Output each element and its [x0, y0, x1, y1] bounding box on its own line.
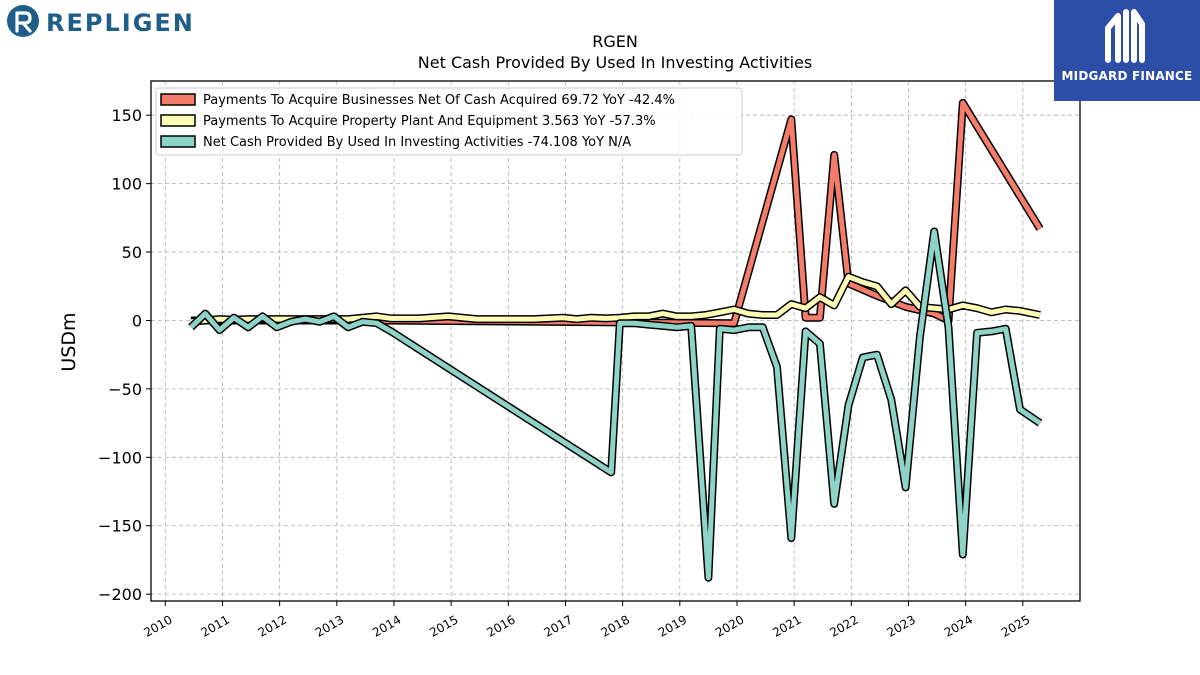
- x-tick-label: 2011: [199, 612, 232, 639]
- y-axis-label: USDm: [58, 312, 80, 371]
- x-tick-label: 2012: [256, 612, 289, 639]
- chart-title: RGEN: [592, 32, 638, 51]
- chart-subtitle: Net Cash Provided By Used In Investing A…: [418, 53, 812, 72]
- legend: Payments To Acquire Businesses Net Of Ca…: [155, 87, 743, 156]
- x-tick-label: 2021: [770, 612, 803, 639]
- x-tick-label: 2023: [885, 612, 918, 639]
- legend-label-ppe: Payments To Acquire Property Plant And E…: [203, 114, 656, 129]
- x-tick-label: 2025: [999, 612, 1032, 639]
- x-tick-label: 2017: [542, 612, 575, 639]
- x-tick-label: 2014: [370, 612, 403, 639]
- series-lines: [188, 98, 1044, 582]
- y-tick-label: 0: [132, 311, 142, 330]
- x-tick-label: 2022: [827, 612, 860, 639]
- y-tick-label: 150: [111, 106, 142, 125]
- y-tick-label: −200: [98, 585, 142, 604]
- y-tick-label: −100: [98, 448, 142, 467]
- legend-label-net: Net Cash Provided By Used In Investing A…: [203, 135, 631, 150]
- x-tick-label: 2018: [599, 612, 632, 639]
- legend-swatch-net: [160, 135, 196, 148]
- midgard-finance-logo: MIDGARD FINANCE: [1054, 0, 1200, 101]
- x-tick-label: 2020: [713, 612, 746, 639]
- legend-swatch-ppe: [160, 114, 196, 127]
- repligen-logo-text: REPLIGEN: [46, 9, 195, 37]
- x-tick-label: 2010: [141, 612, 174, 639]
- y-tick-label: 50: [122, 243, 142, 262]
- x-tick-label: 2024: [942, 612, 975, 639]
- legend-swatch-businesses: [160, 93, 196, 106]
- midgard-logo-text: MIDGARD FINANCE: [1061, 69, 1193, 83]
- x-tick-label: 2013: [313, 612, 346, 639]
- midgard-mark-icon: [1105, 9, 1145, 63]
- y-axis-ticks: 150 100 50 0 −50 −100 −150 −200: [98, 106, 151, 604]
- legend-box: [155, 87, 743, 156]
- y-tick-label: 100: [111, 175, 142, 194]
- x-tick-label: 2015: [427, 612, 460, 639]
- repligen-mark-icon: [7, 5, 39, 37]
- y-tick-label: −50: [108, 380, 142, 399]
- y-tick-label: −150: [98, 517, 142, 536]
- series-line-net: [189, 229, 1042, 581]
- x-axis-ticks: 2010 2011 2012 2013 2014 2015 2016 2017 2018 2019…: [141, 601, 1032, 640]
- repligen-logo: REPLIGEN: [6, 4, 206, 40]
- x-tick-label: 2016: [484, 612, 517, 639]
- legend-label-businesses: Payments To Acquire Businesses Net Of Ca…: [203, 93, 675, 108]
- x-tick-label: 2019: [656, 612, 689, 639]
- plot-frame: [150, 80, 1081, 602]
